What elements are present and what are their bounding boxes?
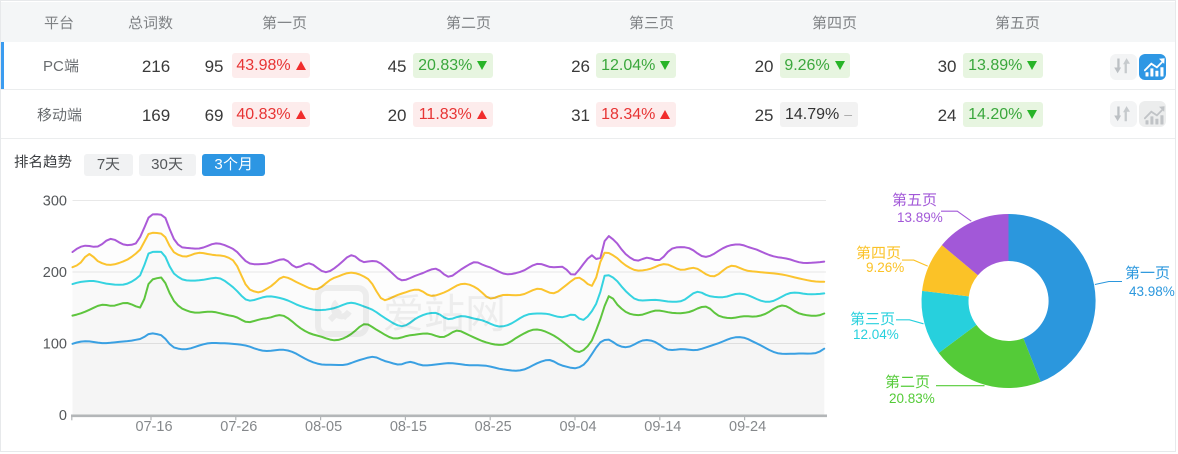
svg-text:07-16: 07-16 (135, 419, 172, 435)
svg-text:07-26: 07-26 (220, 419, 257, 435)
svg-text:08-15: 08-15 (390, 419, 427, 435)
svg-text:300: 300 (43, 194, 67, 210)
svg-text:09-14: 09-14 (644, 419, 681, 435)
svg-text:08-05: 08-05 (305, 419, 342, 435)
svg-text:100: 100 (43, 337, 67, 353)
svg-text:200: 200 (43, 265, 67, 281)
svg-text:08-25: 08-25 (475, 419, 512, 435)
svg-text:0: 0 (59, 408, 67, 424)
svg-text:09-04: 09-04 (559, 419, 596, 435)
svg-text:09-24: 09-24 (729, 419, 766, 435)
